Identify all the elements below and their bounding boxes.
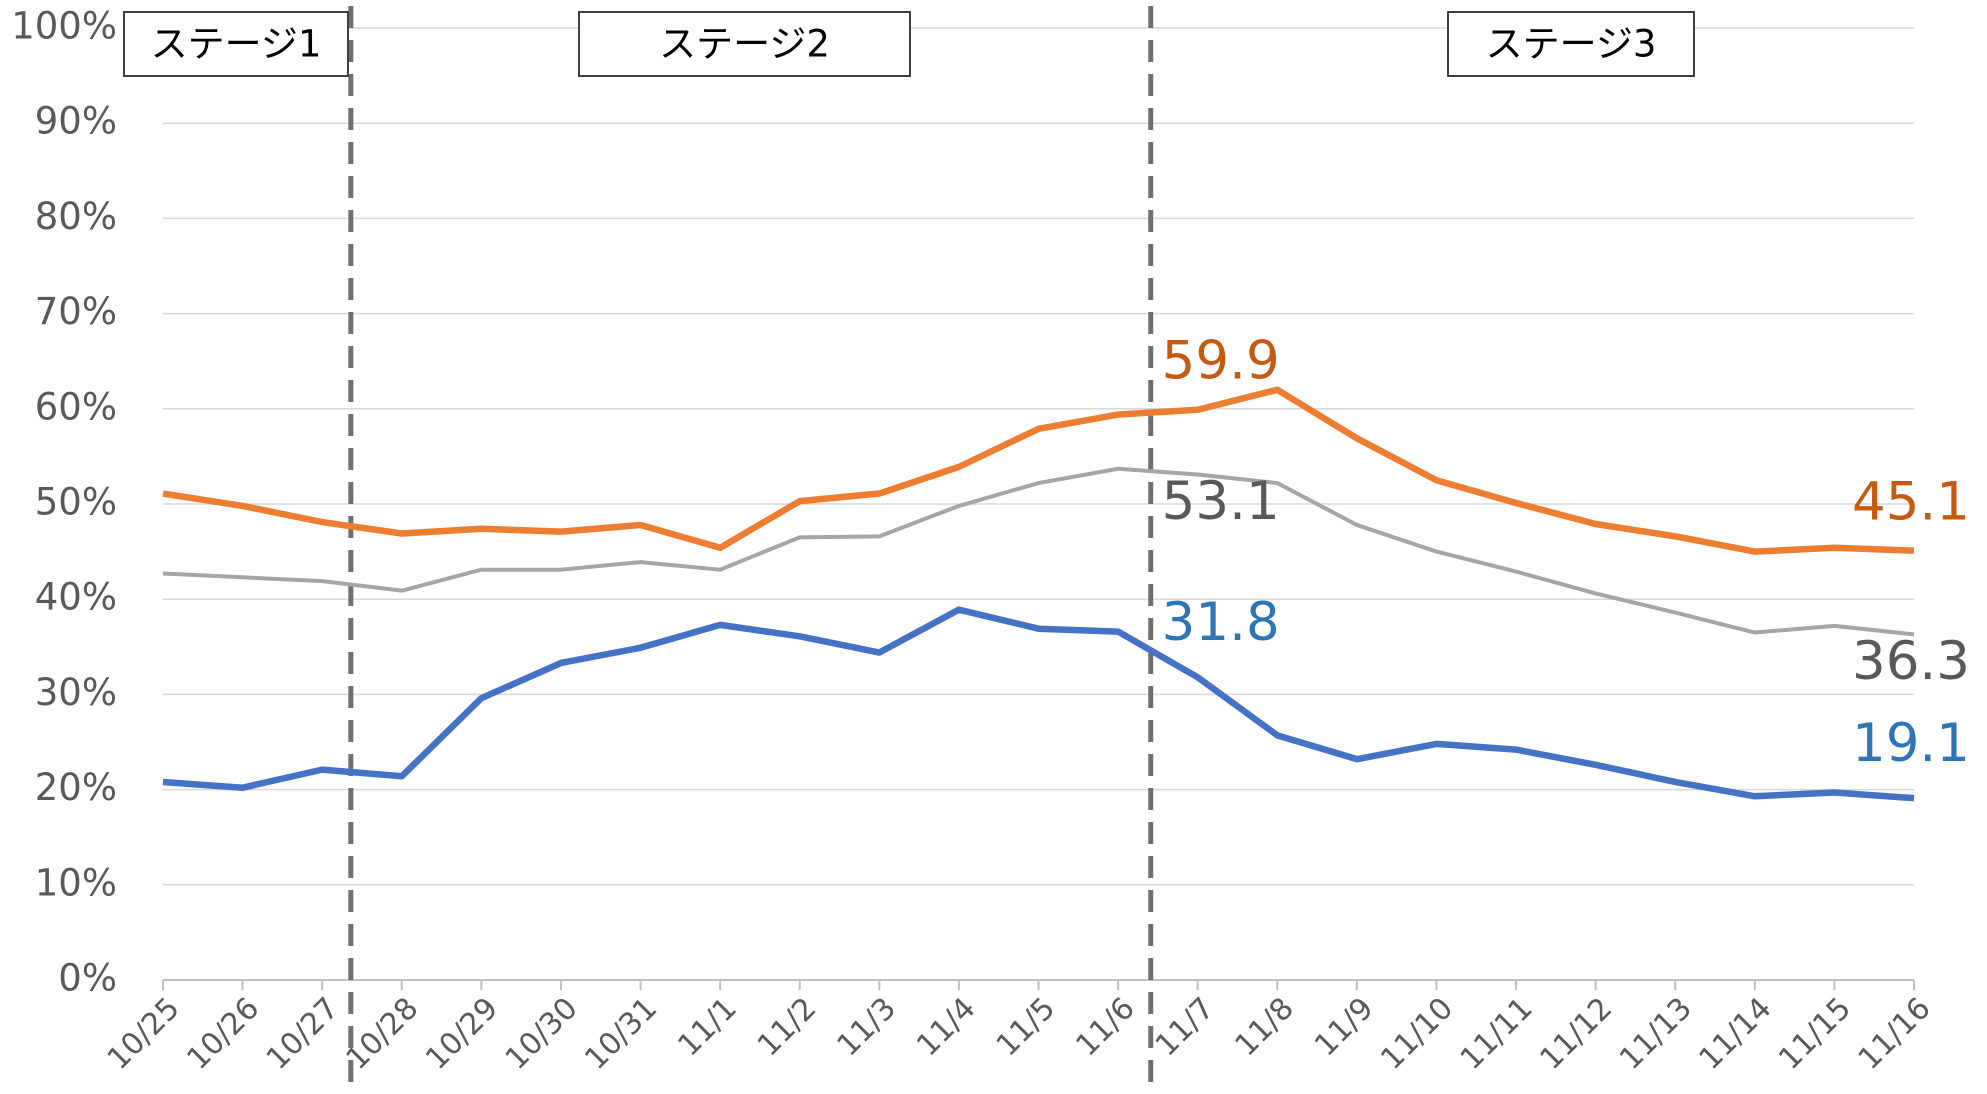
x-tick-label: 10/31 xyxy=(578,991,664,1077)
data-label: 36.3 xyxy=(1852,631,1970,692)
stage-box xyxy=(1447,11,1695,77)
data-label: 53.1 xyxy=(1162,471,1280,532)
x-tick-label: 11/4 xyxy=(910,991,982,1063)
x-tick-label: 11/12 xyxy=(1533,991,1619,1077)
stage-label: ステージ1 xyxy=(151,23,322,66)
x-tick-label: 11/8 xyxy=(1229,991,1301,1063)
y-tick-label: 100% xyxy=(11,5,117,48)
x-tick-label: 10/26 xyxy=(180,991,266,1077)
y-tick-label: 50% xyxy=(35,481,117,524)
x-tick-label: 10/27 xyxy=(260,991,346,1077)
x-tick-label: 10/30 xyxy=(499,991,585,1077)
data-label: 31.8 xyxy=(1162,592,1280,653)
y-tick-label: 10% xyxy=(35,861,117,904)
x-tick-label: 11/15 xyxy=(1772,991,1858,1077)
series-line xyxy=(162,606,1915,802)
stage-label: ステージ3 xyxy=(1486,23,1657,66)
y-tick-label: 90% xyxy=(35,100,117,143)
x-tick-label: 11/10 xyxy=(1374,991,1460,1077)
y-tick-label: 80% xyxy=(35,195,117,238)
x-tick-label: 10/25 xyxy=(101,991,187,1077)
y-tick-label: 0% xyxy=(58,957,117,1000)
y-tick-label: 70% xyxy=(35,290,117,333)
data-label: 19.1 xyxy=(1852,713,1970,774)
x-tick-label: 11/13 xyxy=(1613,991,1699,1077)
x-tick-label: 11/5 xyxy=(990,991,1062,1063)
data-label: 59.9 xyxy=(1162,330,1280,391)
stage-box xyxy=(123,11,349,77)
data-label: 45.1 xyxy=(1852,471,1970,532)
x-tick-label: 11/6 xyxy=(1069,991,1141,1063)
y-tick-label: 20% xyxy=(35,766,117,809)
series-line xyxy=(162,386,1915,555)
y-tick-label: 30% xyxy=(35,671,117,714)
x-tick-label: 11/1 xyxy=(671,991,743,1063)
x-tick-label: 11/3 xyxy=(831,991,903,1063)
x-tick-label: 11/16 xyxy=(1852,991,1938,1077)
stage-label: ステージ2 xyxy=(659,23,830,66)
x-tick-label: 11/9 xyxy=(1308,991,1380,1063)
x-tick-label: 11/11 xyxy=(1454,991,1540,1077)
series-line xyxy=(162,466,1915,637)
y-tick-label: 60% xyxy=(35,385,117,428)
stage-box xyxy=(578,11,911,77)
y-tick-label: 40% xyxy=(35,576,117,619)
x-tick-label: 11/2 xyxy=(751,991,823,1063)
x-tick-label: 11/7 xyxy=(1149,991,1221,1063)
x-tick-label: 11/14 xyxy=(1693,991,1779,1077)
x-tick-label: 10/29 xyxy=(419,991,505,1077)
